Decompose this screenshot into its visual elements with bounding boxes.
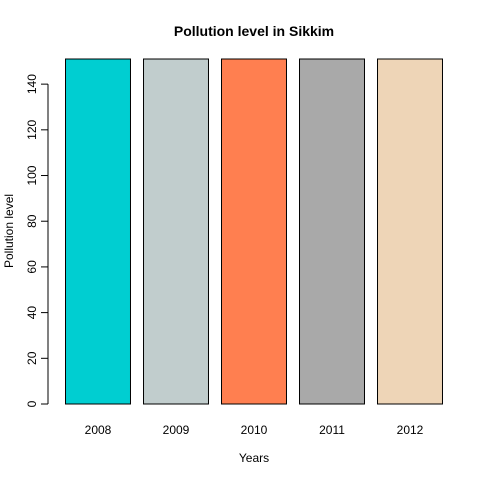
x-tick-labels: 2008 2009 2010 2011 2012 [85,423,424,437]
y-tick-label: 140 [25,74,39,94]
bar-2010 [221,58,287,405]
bar-2011 [299,58,365,405]
x-tick-label: 2011 [319,423,345,437]
y-tick-label: 100 [25,165,39,185]
chart-title: Pollution level in Sikkim [174,23,334,39]
x-tick-label: 2008 [85,423,112,437]
y-tick-label: 120 [25,119,39,139]
y-axis-label: Pollution level [2,194,16,268]
y-axis: 0 20 40 60 80 100 120 140 [25,74,49,407]
y-tick-label: 0 [25,400,39,407]
bars [65,58,443,405]
bar-2012 [377,58,443,405]
x-tick-label: 2009 [163,423,190,437]
y-tick-label: 80 [25,214,39,228]
y-tick-label: 60 [25,260,39,274]
x-axis-label: Years [239,451,269,465]
x-tick-label: 2012 [397,423,424,437]
x-tick-label: 2010 [241,423,268,437]
y-tick-label: 20 [25,351,39,365]
bar-2009 [143,58,209,405]
y-tick-label: 40 [25,306,39,320]
bar-2008 [65,58,131,405]
